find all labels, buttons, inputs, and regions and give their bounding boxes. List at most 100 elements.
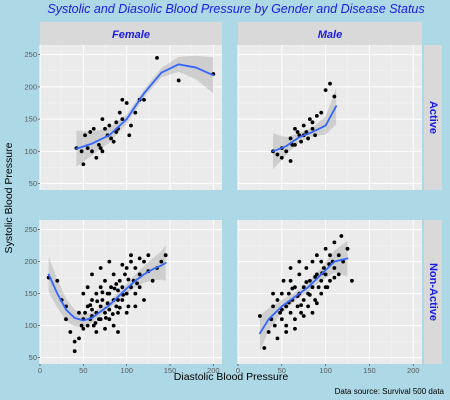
data-point (110, 312, 115, 316)
confidence-band (273, 88, 337, 170)
data-point (133, 304, 138, 309)
data-point (95, 299, 100, 304)
data-point (307, 278, 312, 283)
data-point (97, 142, 101, 147)
data-point (135, 281, 139, 286)
data-point (272, 323, 277, 328)
data-point (293, 317, 297, 322)
x-tick-label: 50 (79, 366, 87, 375)
data-point (339, 234, 344, 238)
data-point (109, 285, 113, 290)
data-point (313, 298, 318, 302)
data-point (114, 282, 119, 286)
data-point (85, 146, 90, 151)
data-point (299, 303, 303, 308)
data-point (306, 136, 310, 141)
x-tick-label: 200 (207, 366, 220, 375)
data-point (323, 285, 328, 290)
data-point (284, 304, 289, 309)
data-point (299, 139, 303, 144)
data-point (142, 97, 146, 102)
data-point (111, 272, 116, 277)
data-point (98, 285, 103, 290)
data-point (103, 126, 107, 131)
data-point (288, 278, 293, 283)
y-tick-label: 250 (24, 225, 37, 234)
strip-non-active (424, 220, 442, 364)
data-point (103, 278, 107, 283)
data-point (293, 126, 297, 131)
data-source-caption: Data source: Survival 500 data (335, 387, 445, 396)
data-point (150, 278, 155, 283)
data-point (142, 298, 146, 302)
data-point (313, 275, 318, 279)
data-point (111, 323, 116, 328)
data-point (279, 155, 284, 160)
data-point (91, 126, 96, 131)
data-point (314, 253, 319, 258)
data-point (297, 272, 302, 277)
data-point (100, 149, 105, 154)
data-point (83, 310, 87, 315)
data-point (116, 310, 120, 315)
data-point (88, 303, 93, 308)
data-point (319, 291, 324, 296)
data-point (301, 123, 306, 128)
data-point (288, 159, 293, 163)
data-point (94, 291, 99, 296)
y-tick-label: 200 (24, 257, 37, 266)
data-point (286, 291, 291, 296)
x-tick-label: 100 (319, 366, 332, 375)
data-point (117, 278, 122, 283)
data-point (332, 275, 337, 280)
data-point (332, 266, 337, 270)
chart-title: Systolic and Diasolic Blood Pressure by … (47, 2, 424, 16)
panel-male-non-active (237, 220, 422, 364)
data-point (116, 330, 120, 334)
data-point (112, 286, 117, 291)
data-point (81, 162, 86, 167)
data-point (100, 298, 105, 302)
data-point (279, 317, 284, 322)
data-point (93, 321, 98, 325)
data-point (85, 323, 90, 328)
data-point (155, 55, 159, 60)
data-point (159, 259, 164, 264)
panel-background (238, 220, 422, 364)
panel-background (40, 220, 222, 364)
data-point (310, 285, 315, 290)
data-point (94, 155, 99, 160)
smooth-line (75, 63, 215, 150)
data-point (266, 330, 271, 334)
data-point (124, 310, 129, 315)
data-point (137, 272, 142, 277)
data-point (275, 336, 280, 341)
panel-female-active (39, 45, 222, 190)
data-point (328, 278, 332, 283)
y-tick-label: 150 (24, 289, 37, 298)
data-point (137, 285, 142, 290)
data-point (262, 346, 267, 350)
data-point (350, 278, 354, 283)
x-tick-label: 200 (407, 366, 420, 375)
data-point (307, 292, 312, 297)
data-point (323, 88, 328, 93)
data-point (319, 110, 324, 115)
y-tick-label: 250 (24, 50, 37, 59)
data-point (120, 298, 125, 302)
data-point (124, 291, 129, 296)
data-point (304, 130, 309, 134)
data-point (68, 330, 73, 334)
data-point (111, 139, 116, 144)
data-point (107, 307, 112, 312)
smooth-line (47, 261, 167, 322)
strip-male (238, 22, 422, 45)
data-point (105, 301, 110, 306)
data-point (279, 307, 284, 312)
data-point (123, 272, 127, 277)
data-point (304, 280, 309, 284)
strip-label-active: Active (427, 101, 439, 134)
x-tick-label: 0 (236, 366, 240, 375)
data-point (100, 290, 105, 295)
data-point (107, 317, 112, 322)
